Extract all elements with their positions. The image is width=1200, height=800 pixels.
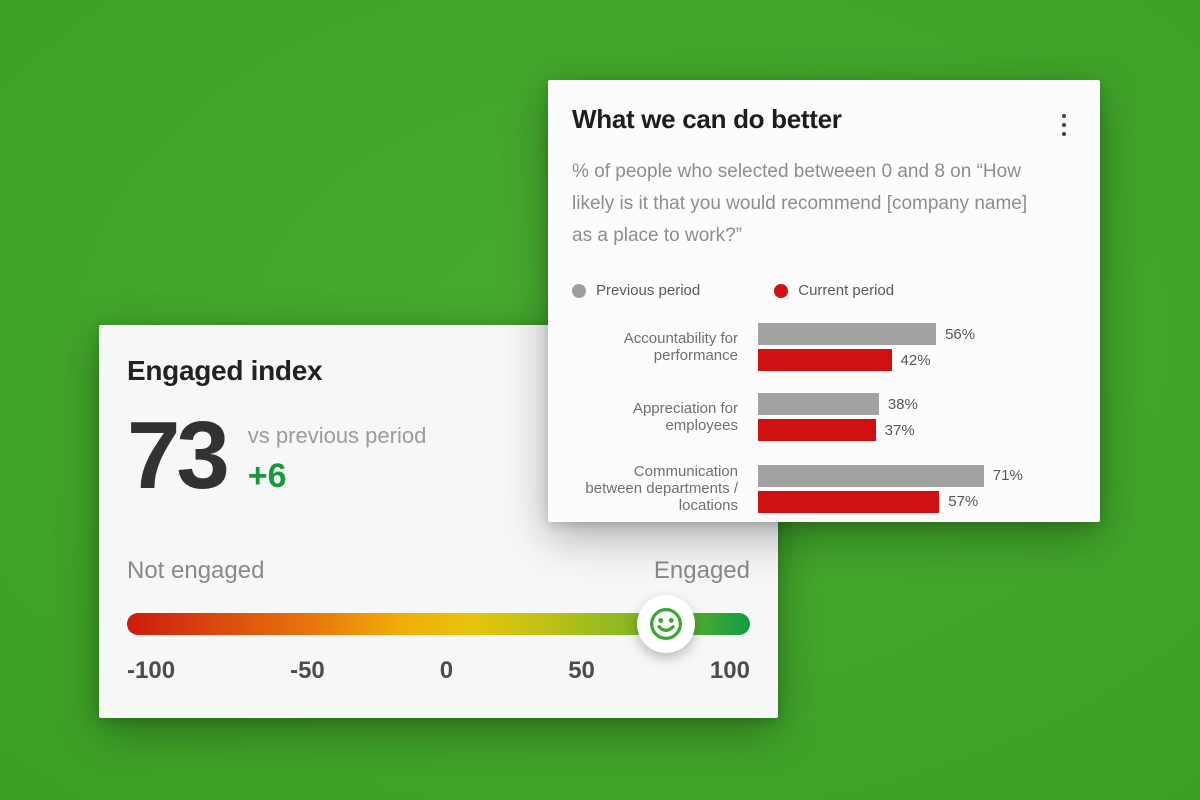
chart-row: Communication between departments / locati… xyxy=(572,463,1076,514)
engaged-index-value: 73 xyxy=(127,402,230,509)
better-card-subtitle: % of people who selected betweeen 0 and … xyxy=(572,161,1028,246)
chart-row: Appreciation for employees 38% 37% xyxy=(572,393,1076,441)
bar-previous-period xyxy=(758,323,937,345)
scale-tick: -50 xyxy=(290,657,325,684)
bar-value-label: 42% xyxy=(900,351,931,369)
bar-current-period xyxy=(758,419,876,441)
legend-label: Previous period xyxy=(596,282,701,299)
legend-dot-icon xyxy=(572,283,586,298)
bar-current-period xyxy=(758,490,940,513)
bar-previous-period xyxy=(758,393,879,415)
delta-value: +6 xyxy=(247,457,287,495)
bar-chart: Accountability for performance 56% 42% Appre… xyxy=(572,323,1076,514)
scale-tick: 100 xyxy=(709,657,750,684)
category-label: Accountability for performance xyxy=(623,330,738,364)
legend-item: Previous period xyxy=(572,282,700,299)
legend-item: Current period xyxy=(774,282,894,299)
engaged-value-block: 73 vs previous period +6 xyxy=(127,402,750,509)
bar-value-label: 71% xyxy=(992,467,1023,484)
better-card-title: What we can do better xyxy=(572,104,842,134)
engaged-label: Engaged xyxy=(653,557,750,584)
bar-previous-period xyxy=(758,464,984,487)
bar-value-label: 37% xyxy=(884,421,915,439)
kebab-menu-icon[interactable] xyxy=(1052,108,1076,142)
engaged-card-title: Engaged index xyxy=(127,355,323,386)
category-label: Communication between departments / locati… xyxy=(585,463,738,514)
chart-row: Accountability for performance 56% 42% xyxy=(572,323,1076,371)
engagement-scale-track xyxy=(127,595,750,653)
engagement-marker xyxy=(636,595,695,653)
legend-label: Current period xyxy=(798,282,895,299)
scale-tick-labels: -100 -50 0 50 100 xyxy=(127,657,750,685)
vs-previous-period-label: vs previous period xyxy=(247,423,427,448)
category-label: Appreciation for employees xyxy=(632,400,738,434)
legend-dot-icon xyxy=(774,283,789,298)
bar-current-period xyxy=(758,349,892,371)
scale-tick: 0 xyxy=(439,657,454,684)
scale-tick: -100 xyxy=(127,657,176,684)
scale-end-labels: Not engaged Engaged xyxy=(127,557,750,585)
not-engaged-label: Not engaged xyxy=(127,557,265,584)
what-we-can-do-better-card: What we can do better % of people who se… xyxy=(548,80,1100,522)
bar-value-label: 38% xyxy=(887,395,918,413)
bar-value-label: 57% xyxy=(948,493,979,510)
bar-value-label: 56% xyxy=(945,325,976,343)
chart-legend: Previous period Current period xyxy=(572,282,1076,299)
smiley-face-icon xyxy=(647,605,685,643)
scale-tick: 50 xyxy=(568,657,595,684)
